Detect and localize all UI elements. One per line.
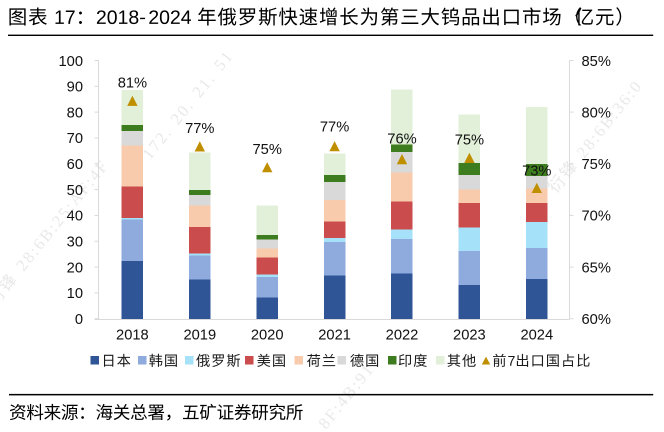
svg-text:2023: 2023 (453, 327, 486, 343)
svg-text:60%: 60% (582, 312, 611, 328)
svg-text:75%: 75% (582, 157, 611, 173)
svg-text:2021: 2021 (318, 327, 351, 343)
svg-text:77%: 77% (185, 121, 214, 137)
svg-text:50: 50 (67, 183, 83, 199)
svg-text:80%: 80% (582, 105, 611, 121)
svg-text:2020: 2020 (251, 327, 284, 343)
svg-text:40: 40 (67, 209, 83, 225)
svg-text:75%: 75% (252, 142, 281, 158)
svg-text:2019: 2019 (183, 327, 216, 343)
svg-text:70: 70 (67, 131, 83, 147)
svg-text:2018: 2018 (116, 327, 149, 343)
svg-text:81%: 81% (118, 75, 147, 91)
svg-text:20: 20 (67, 260, 83, 276)
svg-text:2022: 2022 (386, 327, 419, 343)
svg-text:70%: 70% (582, 209, 611, 225)
svg-text:60: 60 (67, 157, 83, 173)
svg-text:0: 0 (75, 312, 83, 328)
svg-text:100: 100 (58, 54, 83, 70)
svg-text:65%: 65% (582, 260, 611, 276)
svg-text:2024: 2024 (520, 327, 553, 343)
svg-text:75%: 75% (455, 132, 484, 148)
svg-text:10: 10 (67, 286, 83, 302)
svg-text:80: 80 (67, 105, 83, 121)
svg-text:73%: 73% (522, 163, 551, 179)
svg-text:85%: 85% (582, 54, 611, 70)
svg-text:77%: 77% (320, 119, 349, 135)
svg-text:90: 90 (67, 80, 83, 96)
svg-text:30: 30 (67, 235, 83, 251)
svg-text:76%: 76% (387, 132, 416, 148)
